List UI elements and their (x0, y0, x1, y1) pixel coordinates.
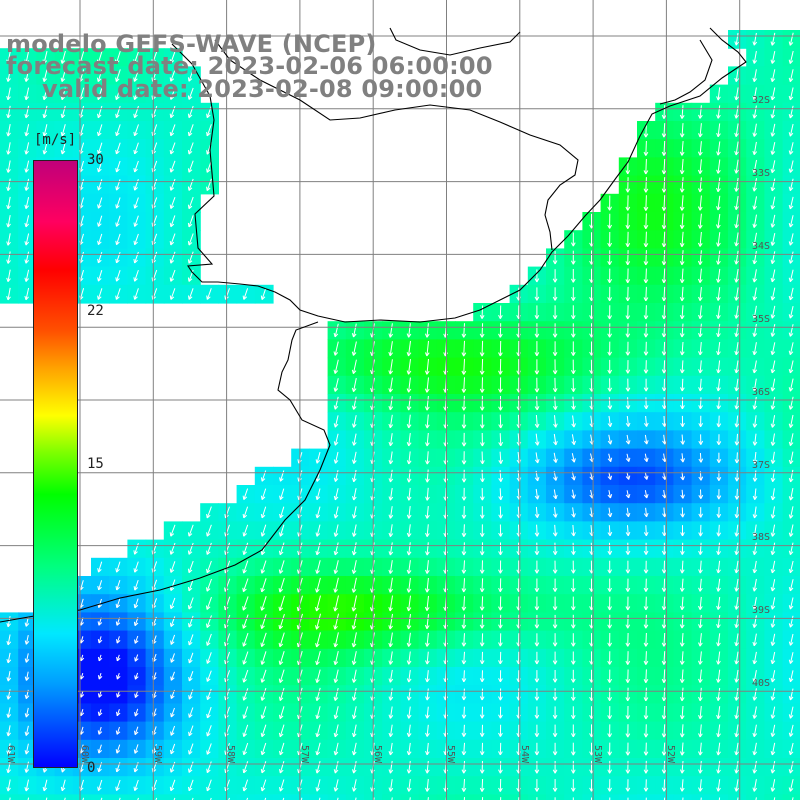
field-cell (764, 794, 784, 800)
field-cell (182, 794, 201, 800)
field-cell (163, 794, 183, 800)
lat-label: 32S (751, 95, 770, 106)
lon-label: 55W (445, 745, 456, 764)
lon-label: 59W (152, 745, 163, 764)
field-cell (309, 794, 329, 800)
valid-date: valid date: 2023-02-08 09:00:00 (42, 75, 483, 103)
colorbar-tick-22: 22 (87, 303, 104, 319)
field-cell (236, 794, 256, 800)
lat-label: 37S (751, 460, 770, 471)
colorbar (33, 160, 78, 768)
lat-label: 33S (751, 168, 770, 179)
field-cell (72, 794, 92, 800)
lon-label: 52W (665, 745, 676, 764)
lat-label: 39S (751, 605, 770, 616)
field-cell (145, 794, 165, 800)
colorbar-tick-30: 30 (87, 152, 104, 168)
field-cell (327, 794, 347, 800)
lat-label: 40S (751, 678, 770, 689)
field-cell (273, 794, 292, 800)
lon-label: 61W (5, 745, 16, 764)
lon-label: 58W (225, 745, 236, 764)
coastline-path (389, 27, 521, 56)
field-cell (782, 794, 800, 800)
field-cell (127, 794, 147, 800)
field-cell (91, 794, 110, 800)
colorbar-unit: [m/s] (34, 132, 77, 148)
field-cell (218, 794, 238, 800)
field-cell (36, 794, 56, 800)
field-cell (254, 794, 274, 800)
lat-label: 36S (751, 387, 770, 398)
field-cell (345, 794, 365, 800)
lat-label: 34S (751, 241, 770, 252)
lon-label: 54W (519, 745, 530, 764)
field-cell (109, 794, 128, 800)
lon-label: 53W (592, 745, 603, 764)
coastline-path (659, 39, 713, 105)
wind-speed-field (0, 30, 800, 800)
lat-label: 35S (751, 314, 770, 325)
lon-label: 60W (79, 745, 90, 764)
field-cell (18, 794, 37, 800)
lon-label: 57W (299, 745, 310, 764)
lon-label: 56W (372, 745, 383, 764)
field-cell (54, 794, 74, 800)
field-cell (0, 794, 19, 800)
field-cell (200, 794, 219, 800)
field-cell (291, 794, 310, 800)
lat-label: 38S (751, 532, 770, 543)
colorbar-tick-15: 15 (87, 456, 104, 472)
